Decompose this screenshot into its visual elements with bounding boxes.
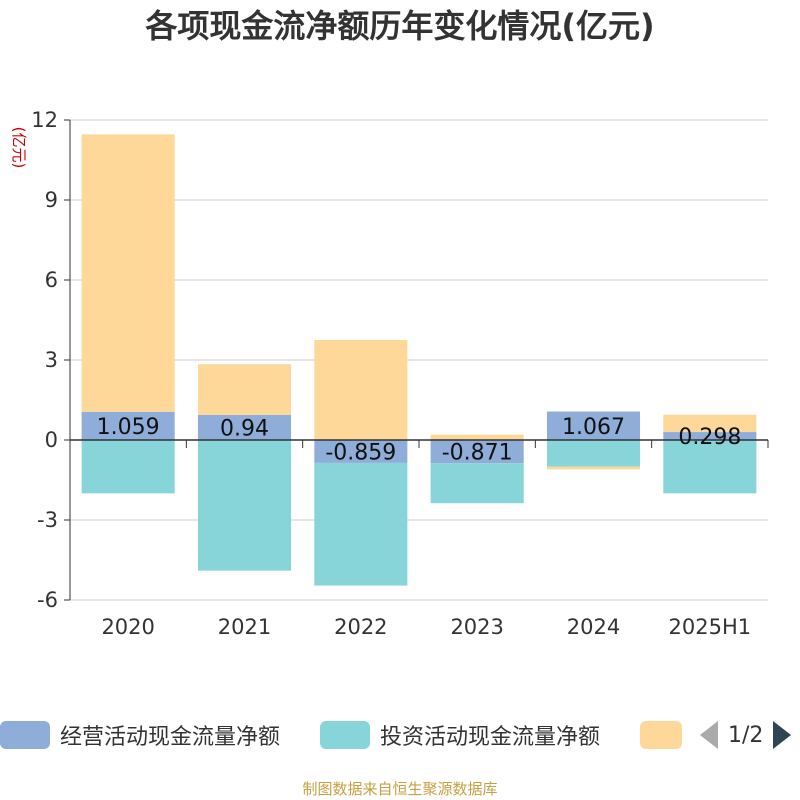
y-tick-label: 6 — [45, 268, 58, 292]
bar-investing-2022 — [314, 462, 408, 586]
legend-label-operating: 经营活动现金流量净额 — [60, 725, 281, 750]
legend-label-investing: 投资活动现金流量净额 — [380, 725, 601, 750]
legend-swatch-financing — [640, 721, 682, 749]
pager-next-icon[interactable] — [773, 721, 792, 749]
x-tick-label: 2021 — [218, 615, 271, 639]
data-labels: 1.059 0.94 -0.859 -0.871 1.067 0.298 — [97, 415, 742, 466]
data-label-operating: -0.871 — [442, 441, 513, 466]
bar-operating-2021 — [197, 414, 292, 440]
y-tick-label: 0 — [45, 428, 58, 452]
data-label-operating: 0.94 — [220, 416, 269, 441]
bar-operating-2020 — [81, 411, 175, 440]
bars — [81, 134, 757, 586]
legend-swatch-operating — [0, 721, 50, 749]
bar-financing-2024 — [546, 466, 641, 470]
data-label-operating: 0.298 — [678, 425, 741, 450]
chart-plot: -6 -3 0 3 6 9 12(亿元) 2020 2021 2022 2023 2024 2025H1… — [10, 108, 769, 639]
bar-investing-2020 — [81, 440, 175, 494]
data-label-operating: -0.859 — [325, 440, 396, 465]
pager-prev-icon[interactable] — [700, 721, 718, 749]
bar-investing-2023 — [430, 463, 524, 504]
data-label-operating: 1.067 — [562, 415, 625, 440]
bar-operating-2023 — [430, 440, 524, 464]
legend-item-financing[interactable] — [640, 713, 682, 757]
x-tick-label: 2024 — [567, 615, 620, 639]
bar-investing-2025H1 — [663, 440, 757, 494]
bar-operating-2025H1 — [663, 432, 757, 440]
y-axis-label: (亿元) — [10, 127, 28, 169]
y-tick-label: -6 — [37, 588, 58, 612]
pager-text: 1/2 — [728, 722, 764, 748]
bar-operating-2024 — [546, 411, 641, 440]
legend-pager: 1/2 — [700, 713, 792, 757]
bar-financing-2021 — [197, 364, 292, 415]
bar-investing-2024 — [546, 440, 641, 467]
chart-title: 各项现金流净额历年变化情况(亿元) — [145, 7, 655, 45]
y-tick-label: -3 — [37, 508, 58, 532]
x-tick-label: 2022 — [334, 615, 387, 639]
x-tick-label: 2025H1 — [669, 615, 752, 639]
bar-financing-2022 — [314, 340, 408, 440]
bar-financing-2023 — [430, 434, 524, 440]
legend-swatch-investing — [320, 721, 370, 749]
legend: 经营活动现金流量净额 投资活动现金流量净额 1/2 — [0, 713, 800, 757]
bar-financing-2025H1 — [663, 414, 757, 433]
y-tick-label: 9 — [45, 188, 58, 212]
source-footer: 制图数据来自恒生聚源数据库 — [302, 780, 498, 798]
axes: -6 -3 0 3 6 9 12(亿元) 2020 2021 2022 2023 2024 2025H1 — [10, 108, 769, 639]
bar-operating-2022 — [314, 440, 408, 463]
grid-lines — [70, 119, 768, 601]
x-tick-label: 2023 — [450, 615, 503, 639]
legend-item-investing[interactable]: 投资活动现金流量净额 — [320, 713, 600, 757]
x-tick-label: 2020 — [101, 615, 154, 639]
legend-item-operating[interactable]: 经营活动现金流量净额 — [0, 713, 280, 757]
y-tick-label: 12 — [31, 108, 58, 132]
bar-investing-2021 — [197, 440, 292, 571]
y-tick-label: 3 — [45, 348, 58, 372]
data-label-operating: 1.059 — [97, 415, 160, 440]
bar-financing-2020 — [81, 134, 175, 412]
